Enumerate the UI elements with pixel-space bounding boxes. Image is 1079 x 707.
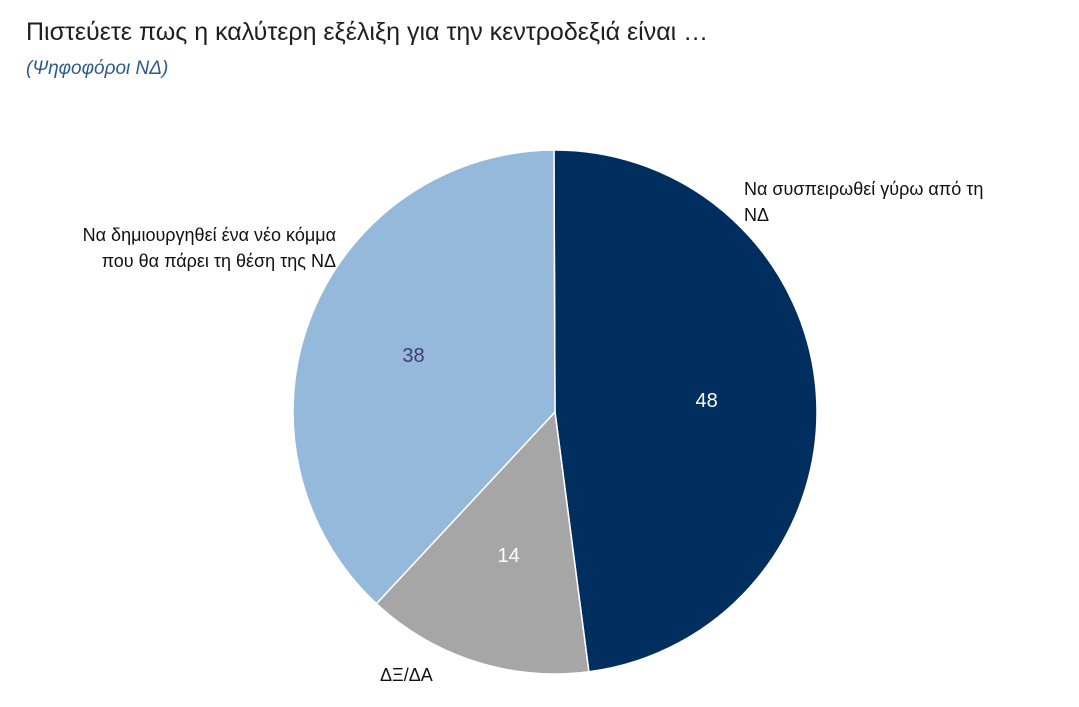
slice-label-rally-line1: Να συσπειρωθεί γύρω από τη bbox=[744, 179, 984, 199]
value-label-dk-na: 14 bbox=[497, 545, 519, 567]
slice-label-rally-line2: ΝΔ bbox=[744, 205, 770, 225]
slice-label-new-party: Να δημιουργηθεί ένα νέο κόμμα που θα πάρ… bbox=[20, 222, 336, 274]
chart-subtitle: (Ψηφοφόροι ΝΔ) bbox=[26, 58, 169, 79]
slice-label-dk-na: ΔΞ/ΔΑ bbox=[380, 665, 433, 685]
value-label-rally-around-nd: 48 bbox=[695, 390, 717, 412]
slice-rally-around-nd bbox=[553, 149, 818, 673]
value-label-new-party: 38 bbox=[402, 345, 424, 367]
slice-label-new-party-line1: Να δημιουργηθεί ένα νέο κόμμα bbox=[82, 225, 336, 245]
slice-dk-na bbox=[375, 410, 590, 675]
slice-label-new-party-line2: που θα πάρει τη θέση της ΝΔ bbox=[101, 251, 336, 271]
slice-new-party bbox=[292, 149, 556, 605]
chart-title: Πιστεύετε πως η καλύτερη εξέλιξη για την… bbox=[26, 18, 709, 46]
slice-label-rally-around-nd: Να συσπειρωθεί γύρω από τη ΝΔ bbox=[744, 176, 1024, 228]
